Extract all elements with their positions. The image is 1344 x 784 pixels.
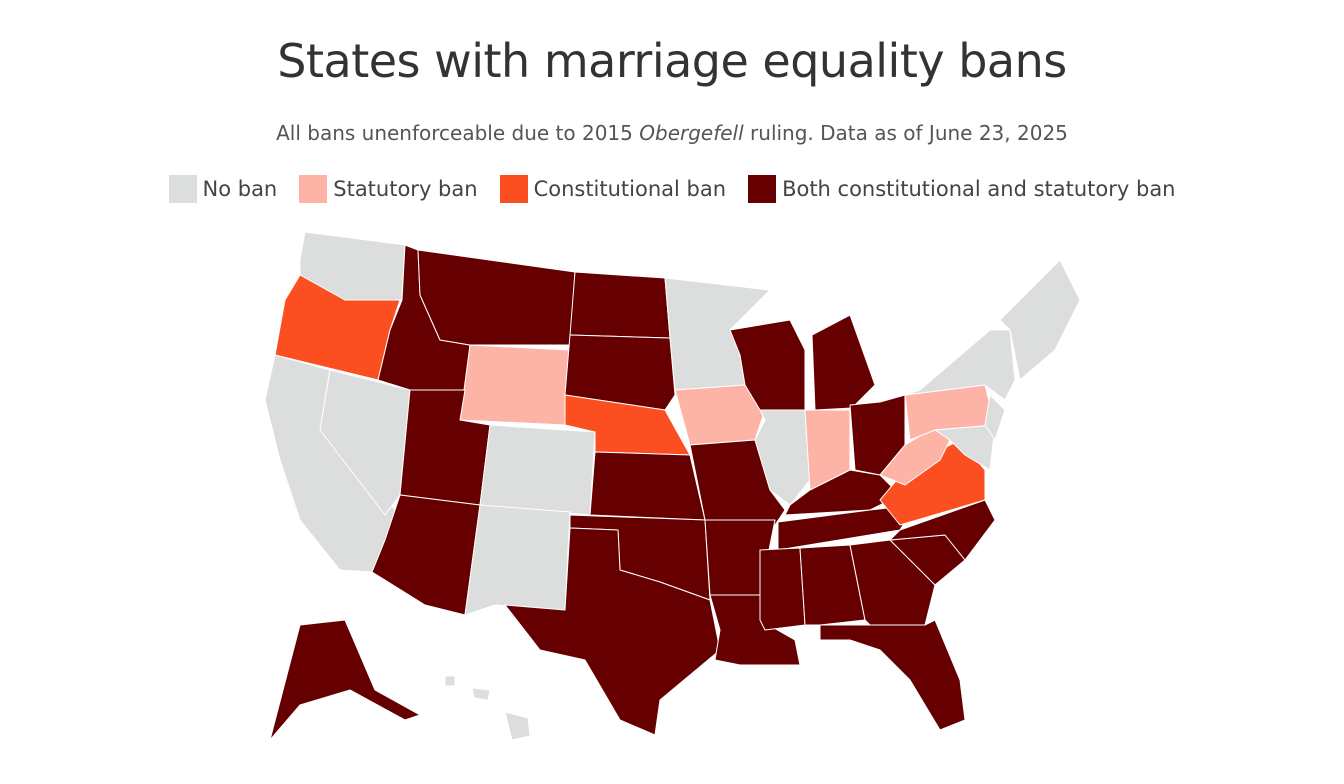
legend-swatch (299, 175, 328, 203)
region (984, 394, 1006, 441)
legend-item: Constitutional ban (499, 175, 727, 203)
legend-label: Constitutional ban (533, 177, 727, 201)
legend-label: Both constitutional and statutory ban (782, 177, 1176, 201)
subtitle-text: All bans unenforceable due to 2015 (276, 121, 640, 145)
legend-item: Both constitutional and statutory ban (748, 175, 1176, 203)
legend-swatch (748, 175, 777, 203)
legend-swatch (499, 175, 528, 203)
region (564, 334, 676, 411)
region (504, 527, 721, 736)
subtitle-text: ruling. Data as of June 23, 2025 (743, 121, 1068, 145)
legend-label: Statutory ban (333, 177, 478, 201)
region (569, 271, 671, 339)
region (589, 451, 706, 521)
region (819, 619, 966, 731)
region (319, 369, 411, 516)
region (417, 249, 576, 346)
legend-item: Statutory ban (299, 175, 478, 203)
legend-item: No ban (168, 175, 278, 203)
subtitle: All bans unenforceable due to 2015 Oberg… (0, 121, 1344, 145)
region (464, 504, 571, 616)
region (444, 675, 456, 687)
region (471, 687, 491, 701)
region (479, 424, 596, 516)
subtitle-italic: Obergefell (639, 121, 744, 145)
region (811, 314, 876, 411)
region (999, 259, 1081, 381)
region (674, 384, 766, 446)
title: States with marriage equality bans (277, 34, 1067, 88)
region (784, 469, 901, 516)
legend-label: No ban (202, 177, 278, 201)
region (759, 547, 806, 631)
region (459, 344, 571, 426)
region (504, 711, 531, 741)
region (799, 544, 866, 626)
region (904, 329, 1016, 401)
legend: No ban Statutory ban Constitutional ban Bot… (0, 175, 1344, 203)
region (269, 619, 421, 741)
legend-swatch (168, 175, 197, 203)
